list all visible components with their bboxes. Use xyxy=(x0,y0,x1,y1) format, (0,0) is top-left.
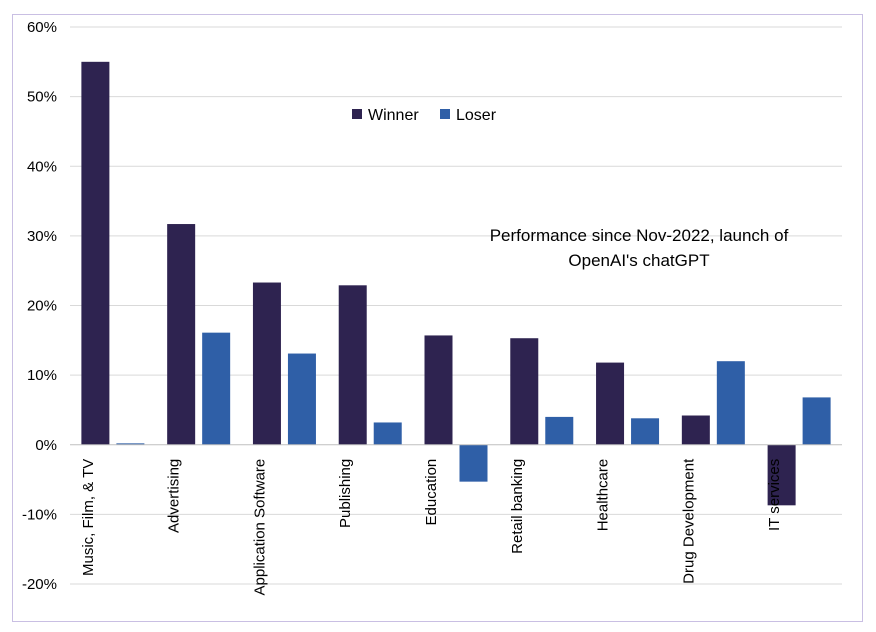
gridlines xyxy=(70,26,842,585)
chart-annotation: Performance since Nov-2022, launch of Op… xyxy=(490,226,789,270)
bar-winner xyxy=(681,415,710,445)
category-labels: Music, Film, & TV Advertising Application … xyxy=(80,458,783,596)
legend-label-winner: Winner xyxy=(368,107,419,124)
bar-loser xyxy=(802,397,831,445)
x-category-label: Drug Development xyxy=(680,458,697,584)
y-tick-label: 60% xyxy=(27,19,57,36)
annotation-line-2: OpenAI's chatGPT xyxy=(568,251,709,270)
bar-loser xyxy=(287,353,316,445)
y-tick-label: 20% xyxy=(27,298,57,315)
y-tick-label: 40% xyxy=(27,158,57,175)
y-tick-label: -10% xyxy=(22,506,57,523)
x-category-label: Retail banking xyxy=(509,459,526,554)
bar-loser xyxy=(202,332,231,445)
x-category-label: Music, Film, & TV xyxy=(80,459,97,576)
y-tick-label: 50% xyxy=(27,89,57,106)
bar-winner xyxy=(338,285,367,445)
bar-loser xyxy=(373,422,402,445)
legend-swatch-winner xyxy=(352,109,362,119)
bar-winner xyxy=(767,444,796,506)
annotation-line-1: Performance since Nov-2022, launch of xyxy=(490,226,789,245)
x-category-label: IT services xyxy=(766,459,783,531)
legend-label-loser: Loser xyxy=(456,107,497,124)
legend: Winner Loser xyxy=(352,107,497,124)
bar-loser xyxy=(545,416,574,445)
x-category-label: Publishing xyxy=(337,459,354,528)
y-axis-ticks: -20% -10% 0% 10% 20% 30% 40% 50% 60% xyxy=(22,19,57,593)
bar-loser xyxy=(116,443,145,445)
y-tick-label: -20% xyxy=(22,576,57,593)
chart-frame xyxy=(12,14,863,622)
bar-winner xyxy=(510,338,539,445)
bar-winner xyxy=(424,335,453,445)
bar-winner xyxy=(81,61,110,445)
x-category-label: Education xyxy=(423,459,440,526)
bar-loser xyxy=(716,361,745,445)
bar-loser xyxy=(459,444,488,482)
bars xyxy=(81,61,831,506)
y-tick-label: 0% xyxy=(35,437,57,454)
legend-swatch-loser xyxy=(440,109,450,119)
bar-loser xyxy=(631,418,660,445)
bar-winner xyxy=(596,362,625,445)
bar-winner xyxy=(252,282,281,445)
y-tick-label: 30% xyxy=(27,228,57,245)
x-category-label: Advertising xyxy=(166,459,183,533)
x-category-label: Application Software xyxy=(251,459,268,596)
x-category-label: Healthcare xyxy=(595,459,612,532)
bar-winner xyxy=(167,224,196,445)
y-tick-label: 10% xyxy=(27,367,57,384)
